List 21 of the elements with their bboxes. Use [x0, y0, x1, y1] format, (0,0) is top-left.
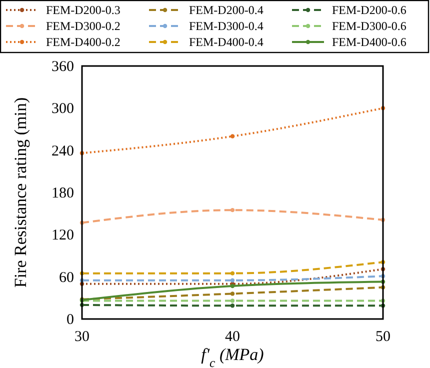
legend-label: FEM-D400-0.4	[189, 35, 264, 49]
x-tick-label: 40	[225, 329, 240, 345]
legend-label: FEM-D300-0.2	[46, 19, 120, 33]
y-tick-label: 300	[52, 101, 74, 118]
legend-label: FEM-D400-0.2	[46, 35, 120, 49]
x-axis-title: f'$_{c}$ (MPa)	[201, 345, 264, 368]
x-tick-label: 30	[74, 329, 90, 345]
legend-label: FEM-D200-0.4	[189, 3, 264, 17]
legend-label: FEM-D200-0.3	[46, 3, 120, 17]
y-tick-label: 0	[66, 312, 74, 328]
legend-label: FEM-D400-0.6	[332, 35, 406, 49]
y-tick-label: 60	[59, 270, 74, 286]
y-axis-title: Fire Resistance rating (min)	[11, 97, 30, 288]
y-tick-label: 360	[52, 59, 74, 75]
legend-label: FEM-D200-0.6	[332, 3, 406, 17]
y-tick-label: 120	[52, 228, 74, 244]
y-tick-label: 240	[52, 143, 74, 160]
x-tick-label: 50	[376, 329, 390, 345]
legend-label: FEM-D300-0.4	[189, 19, 264, 33]
y-tick-label: 180	[52, 186, 74, 202]
legend-label: FEM-D300-0.6	[332, 19, 406, 33]
